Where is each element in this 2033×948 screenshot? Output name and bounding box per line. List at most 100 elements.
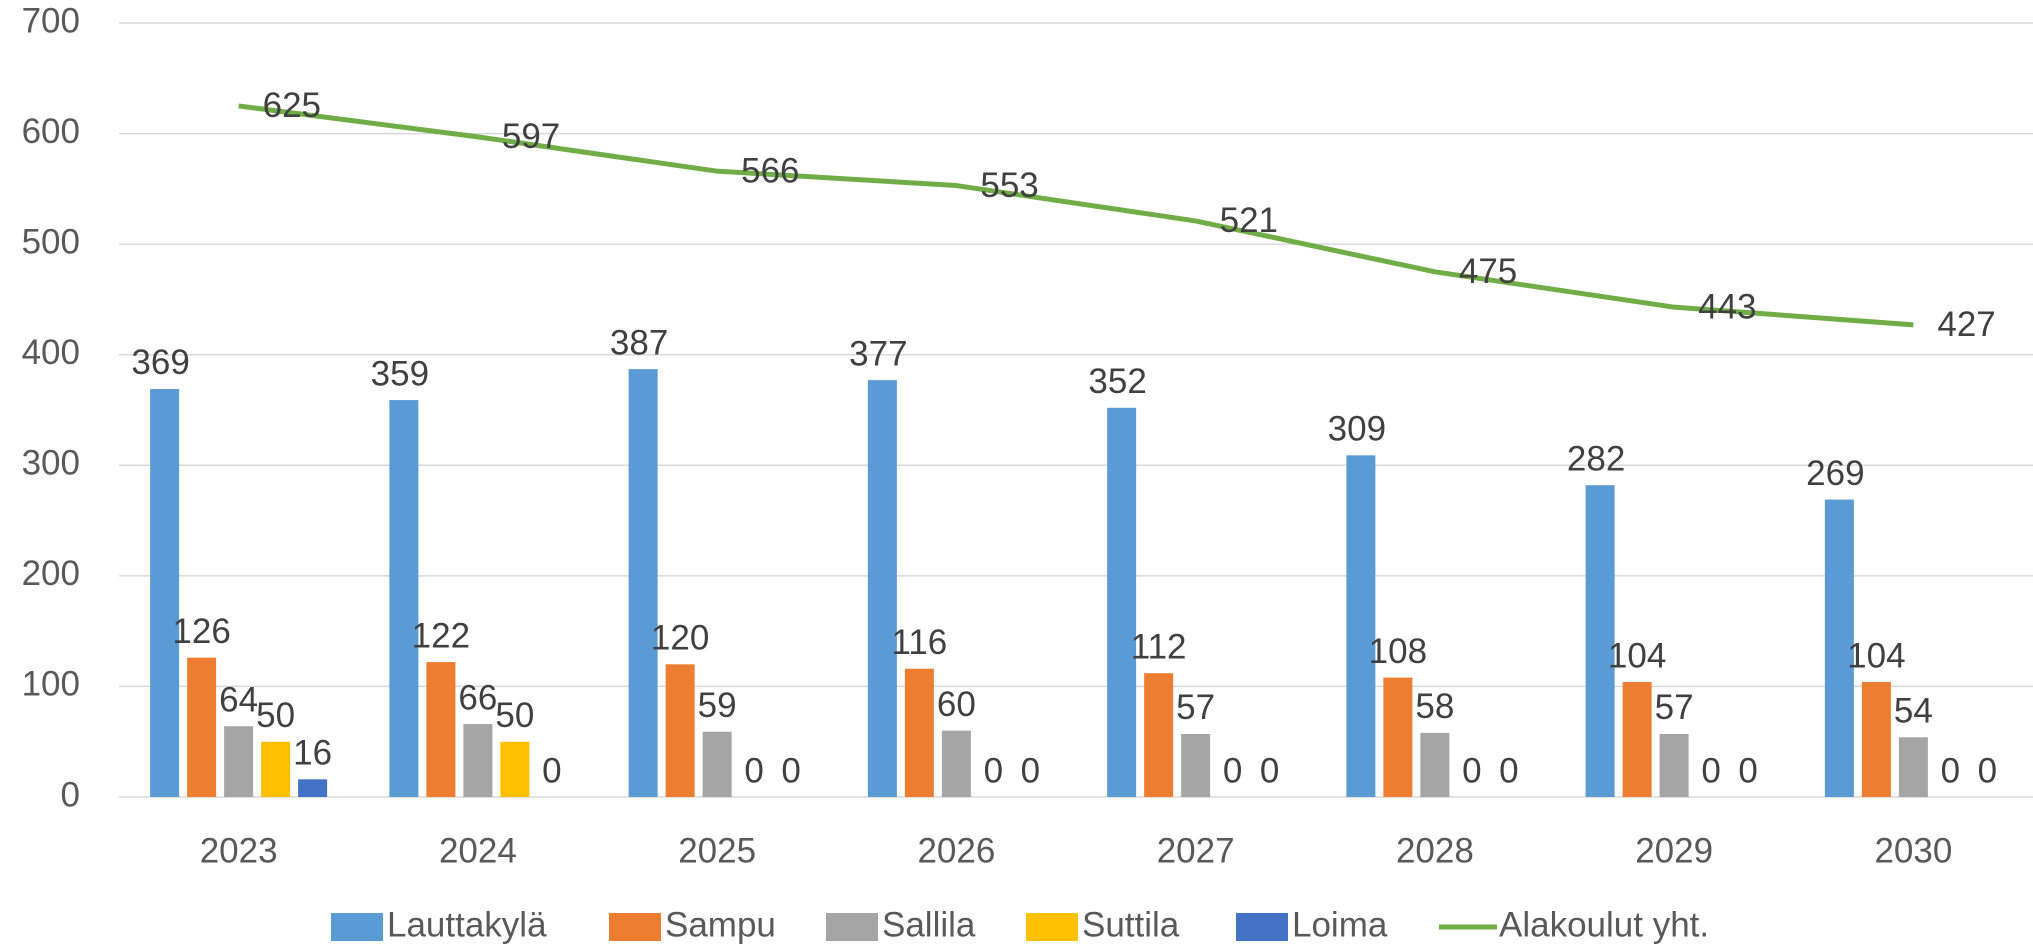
y-tick-label: 600: [22, 112, 80, 151]
legend-label: Sampu: [665, 905, 776, 944]
bar: [702, 731, 732, 797]
data-label: 0: [1499, 751, 1518, 790]
x-tick-label: 2025: [678, 831, 756, 870]
data-label: 0: [1701, 751, 1720, 790]
data-label: 0: [984, 751, 1003, 790]
x-tick-label: 2028: [1396, 831, 1474, 870]
data-label: 116: [891, 623, 947, 662]
data-label: 0: [1462, 751, 1481, 790]
data-label: 0: [1738, 751, 1757, 790]
legend-swatch: [1026, 913, 1078, 941]
bar: [1585, 485, 1615, 797]
data-label: 377: [849, 334, 907, 373]
data-label: 54: [1894, 692, 1933, 731]
bar: [867, 380, 897, 797]
bar: [463, 724, 493, 797]
y-tick-label: 500: [22, 222, 80, 261]
data-label: 57: [1655, 688, 1694, 727]
legend-swatch: [331, 913, 383, 941]
bar: [1420, 732, 1450, 797]
legend-label: Suttila: [1082, 905, 1180, 944]
data-label: 57: [1176, 688, 1215, 727]
bar: [665, 664, 695, 797]
data-label: 352: [1088, 362, 1146, 401]
legend-swatch: [1236, 913, 1288, 941]
data-label: 369: [131, 343, 189, 382]
bar: [1181, 733, 1211, 797]
data-label: 359: [371, 354, 429, 393]
y-tick-label: 0: [61, 775, 80, 814]
data-label: 104: [1847, 636, 1905, 675]
bar: [150, 388, 180, 797]
data-label: 0: [781, 751, 800, 790]
y-tick-label: 700: [22, 1, 80, 40]
x-tick-label: 2030: [1874, 831, 1952, 870]
data-label: 104: [1608, 636, 1666, 675]
bar: [904, 668, 934, 797]
bar: [1824, 499, 1854, 797]
data-label: 0: [1978, 751, 1997, 790]
data-label: 108: [1369, 632, 1427, 671]
data-label: 120: [651, 619, 709, 658]
data-label: 0: [542, 751, 561, 790]
bar: [1383, 677, 1413, 797]
x-tick-label: 2024: [439, 831, 517, 870]
bar: [1144, 673, 1174, 797]
data-label: 0: [1260, 751, 1279, 790]
bar: [628, 369, 658, 797]
bar: [1659, 733, 1689, 797]
legend-swatch: [826, 913, 878, 941]
line: [238, 103, 1914, 328]
data-label: 58: [1415, 687, 1454, 726]
y-tick-label: 400: [22, 333, 80, 372]
bar: [298, 779, 328, 797]
data-label: 112: [1131, 627, 1187, 666]
x-tick-label: 2026: [917, 831, 995, 870]
data-label: 60: [937, 685, 976, 724]
data-label: 0: [1223, 751, 1242, 790]
y-tick-label: 300: [22, 444, 80, 483]
y-tick-label: 100: [22, 665, 80, 704]
data-label: 387: [610, 323, 668, 362]
data-label: 66: [458, 678, 497, 717]
bar: [500, 741, 530, 797]
bar: [187, 657, 217, 797]
legend-label: Loima: [1292, 905, 1388, 944]
bar: [224, 726, 254, 797]
bar: [941, 730, 971, 797]
x-tick-label: 2029: [1635, 831, 1713, 870]
data-label: 0: [744, 751, 763, 790]
data-label: 126: [172, 612, 230, 651]
x-tick-label: 2023: [200, 831, 278, 870]
bar: [1346, 455, 1376, 797]
data-label: 50: [256, 696, 295, 735]
bar: [389, 400, 419, 797]
data-label: 553: [980, 166, 1038, 205]
bar: [1861, 682, 1891, 797]
data-label: 59: [698, 686, 737, 725]
y-tick-label: 200: [22, 554, 80, 593]
bar: [261, 741, 291, 797]
bar: [1107, 407, 1137, 797]
data-label: 566: [741, 151, 799, 190]
data-label: 0: [1941, 751, 1960, 790]
x-tick-label: 2027: [1157, 831, 1235, 870]
data-label: 269: [1806, 454, 1864, 493]
data-label: 597: [502, 117, 560, 156]
data-label: 50: [495, 696, 534, 735]
legend-swatch: [609, 913, 661, 941]
data-label: 122: [412, 616, 470, 655]
bar: [1898, 737, 1928, 797]
legend-label: Sallila: [882, 905, 976, 944]
data-label: 475: [1459, 252, 1517, 291]
bar: [426, 662, 456, 797]
legend-label: Lauttakylä: [387, 905, 547, 944]
data-label: 0: [1021, 751, 1040, 790]
bar: [1622, 682, 1652, 797]
data-label: 625: [263, 86, 321, 125]
data-label: 521: [1220, 201, 1278, 240]
legend-label: Alakoulut yht.: [1499, 905, 1709, 944]
data-label: 282: [1567, 439, 1625, 478]
